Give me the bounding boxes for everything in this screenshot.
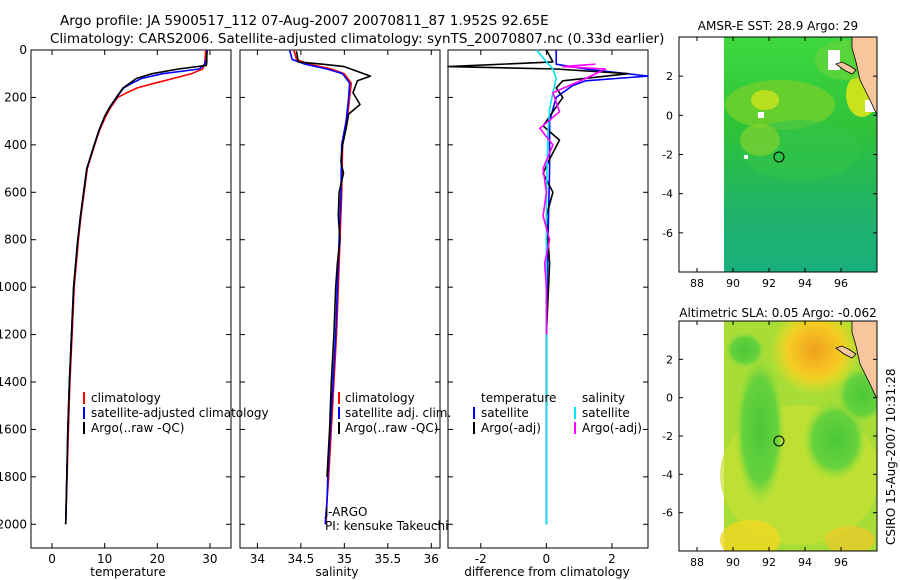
y-tick-label: 400 <box>4 138 27 152</box>
legend-label-temp-argo: Argo(-adj) <box>481 421 541 435</box>
x-tick-label: 20 <box>150 552 165 566</box>
salinity-xlabel: salinity <box>315 565 358 579</box>
map-x-tick-label: 94 <box>798 556 812 569</box>
salinity-axes-frame <box>239 49 441 549</box>
map-y-tick-label: 0 <box>666 109 673 122</box>
map-y-tick-label: -4 <box>662 188 673 201</box>
legend-label-temp-satellite: satellite <box>481 406 529 420</box>
y-tick-label: 2000 <box>0 517 27 531</box>
map-y-tick-label: -4 <box>662 468 673 481</box>
salinity-legend: climatology satellite adj. clim. Argo(..… <box>338 391 451 435</box>
map-x-tick-label: 88 <box>690 556 704 569</box>
map-x-tick-label: 90 <box>726 556 740 569</box>
legend-heading-salinity: salinity <box>582 391 625 405</box>
map-x-tick-label: 94 <box>798 277 812 290</box>
map-y-tick-label: 0 <box>666 392 673 405</box>
legend-heading-temperature: temperature <box>481 391 556 405</box>
sst-map-argo-marker <box>773 151 785 163</box>
series-satellite-adjusted-climatology <box>64 49 209 525</box>
map-x-tick-label: 96 <box>834 277 848 290</box>
float-program: J-ARGO <box>324 505 367 519</box>
legend-label-argo: Argo(..raw -QC) <box>91 421 184 435</box>
csiro-timestamp: CSIRO 15-Aug-2007 10:31:28 <box>884 369 898 545</box>
x-tick-label: -2 <box>475 552 487 566</box>
series-argo-raw-qc- <box>64 51 208 525</box>
y-tick-label: 1200 <box>0 328 27 342</box>
map-y-tick-label: -6 <box>662 227 673 240</box>
temperature-axes-frame <box>30 49 232 549</box>
y-tick-label: 1600 <box>0 422 27 436</box>
figure-title-line2: Climatology: CARS2006. Satellite-adjuste… <box>50 31 664 47</box>
x-tick-label: 36 <box>424 552 439 566</box>
difference-axes-frame <box>447 49 649 549</box>
series-climatology <box>293 49 353 525</box>
map-x-tick-label: 92 <box>762 277 776 290</box>
legend-label-argo: Argo(..raw -QC) <box>345 421 438 435</box>
map-x-tick-label: 92 <box>762 556 776 569</box>
y-tick-label: 1000 <box>0 280 27 294</box>
sla-map-panel: Altimetric SLA: 0.05 Argo: -0.062 88 90 92… <box>662 306 878 569</box>
y-tick-label: 0 <box>19 43 27 57</box>
map-x-tick-label: 88 <box>690 277 704 290</box>
map-y-tick-label: 2 <box>666 70 673 83</box>
temperature-panel: 0 10 20 30 0 200 400 600 800 1000 1200 1400 1600 1800… <box>0 43 269 579</box>
sla-map-field <box>720 321 877 551</box>
y-tick-label: 1400 <box>0 375 27 389</box>
temperature-legend: climatology satellite-adjusted climatolo… <box>83 391 269 435</box>
y-tick-label: 1800 <box>0 470 27 484</box>
series-temperature-argo-adj- <box>447 49 630 406</box>
map-y-tick-label: 2 <box>666 353 673 366</box>
sla-map-title: Altimetric SLA: 0.05 Argo: -0.062 <box>679 306 876 320</box>
float-pi: PI: kensuke Takeuchi <box>325 519 448 533</box>
temperature-xlabel: temperature <box>90 565 165 579</box>
y-tick-label: 600 <box>4 185 27 199</box>
difference-legend: temperature satellite Argo(-adj) salinit… <box>473 391 642 435</box>
figure-title-line1: Argo profile: JA 5900517_112 07-Aug-2007… <box>60 13 549 29</box>
series-satellite-adj-clim- <box>288 49 351 525</box>
map-y-tick-label: -6 <box>662 507 673 520</box>
x-tick-label: 2 <box>608 552 616 566</box>
series-salinity-argo-adj- <box>538 63 607 335</box>
series-argo-raw-qc- <box>295 51 372 477</box>
map-y-tick-label: -2 <box>662 149 673 162</box>
x-tick-label: 34.5 <box>288 552 315 566</box>
x-tick-label: 10 <box>97 552 112 566</box>
legend-label-sal-satellite: satellite <box>582 406 630 420</box>
x-tick-label: 35 <box>337 552 352 566</box>
legend-label-climatology: climatology <box>345 391 415 405</box>
legend-label-satellite-adjusted: satellite-adjusted climatology <box>91 406 269 420</box>
map-x-tick-label: 90 <box>726 277 740 290</box>
x-tick-label: 0 <box>48 552 56 566</box>
x-tick-label: 35.5 <box>374 552 401 566</box>
legend-label-satellite: satellite adj. clim. <box>345 406 451 420</box>
y-tick-label: 200 <box>4 90 27 104</box>
salinity-panel: 34 34.5 35 35.5 36 salinity climatology sate… <box>239 49 451 579</box>
sst-map-field <box>724 37 877 272</box>
x-tick-label: 30 <box>202 552 217 566</box>
legend-label-climatology: climatology <box>91 391 161 405</box>
difference-xlabel: difference from climatology <box>464 565 630 579</box>
x-tick-label: 34 <box>250 552 265 566</box>
sst-map-panel: AMSR-E SST: 28.9 Argo: 29 88 90 92 94 96 -6 -4… <box>662 19 878 290</box>
y-tick-label: 800 <box>4 233 27 247</box>
map-y-tick-label: -2 <box>662 430 673 443</box>
sst-map-title: AMSR-E SST: 28.9 Argo: 29 <box>698 19 858 33</box>
difference-panel: -2 0 2 difference from climatology tempera… <box>447 49 649 579</box>
sla-map-argo-marker <box>773 435 785 447</box>
series-temperature-satellite <box>545 50 649 525</box>
legend-label-sal-argo: Argo(-adj) <box>582 421 642 435</box>
x-tick-label: 0 <box>543 552 551 566</box>
series-salinity-satellite <box>535 49 558 525</box>
series-climatology <box>64 49 207 525</box>
map-x-tick-label: 96 <box>834 556 848 569</box>
